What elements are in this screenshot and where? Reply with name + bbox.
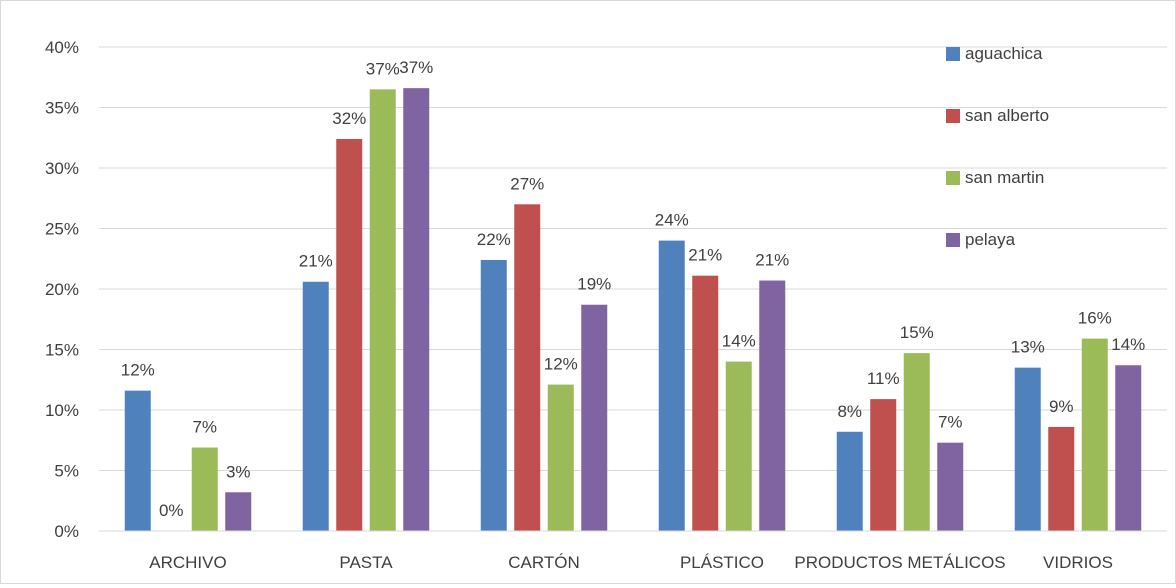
category-label: PLÁSTICO (680, 553, 764, 572)
data-label: 24% (655, 211, 689, 230)
category-label: PRODUCTOS METÁLICOS (794, 553, 1005, 572)
data-label: 0% (159, 501, 184, 520)
y-tick-label: 15% (45, 341, 79, 360)
data-label: 14% (1111, 335, 1145, 354)
data-label: 22% (477, 230, 511, 249)
y-tick-label: 20% (45, 280, 79, 299)
y-tick-label: 40% (45, 38, 79, 57)
data-label: 12% (544, 355, 578, 374)
legend-label: san alberto (965, 106, 1049, 125)
data-label: 12% (121, 361, 155, 380)
data-label: 21% (755, 251, 789, 270)
data-label: 11% (867, 369, 900, 388)
data-label: 8% (837, 402, 862, 421)
legend-label: san martin (965, 168, 1044, 187)
y-tick-label: 0% (54, 522, 79, 541)
category-label: VIDRIOS (1043, 553, 1113, 572)
bar-pelaya (403, 88, 430, 531)
data-label: 21% (299, 252, 333, 271)
bar-san-martin (903, 353, 930, 531)
bar-san-alberto (870, 399, 897, 531)
y-tick-label: 30% (45, 159, 79, 178)
bar-san-alberto (692, 275, 719, 531)
data-labels: 12% 0% 7% 3% 21% 32% 37% 37% 22% 27% 12% 19% 24% 21% 1… (121, 58, 1146, 520)
data-label: 13% (1011, 338, 1045, 357)
category-label: ARCHIVO (149, 553, 226, 572)
bar-aguachica (124, 390, 151, 531)
bar-san-martin (1081, 338, 1108, 531)
data-label: 27% (510, 174, 544, 193)
y-tick-label: 25% (45, 220, 79, 239)
bar-san-martin (725, 361, 752, 531)
bar-aguachica (658, 240, 685, 531)
data-label: 16% (1078, 309, 1112, 328)
data-label: 15% (900, 323, 934, 342)
data-label: 19% (577, 275, 611, 294)
bar-pelaya (225, 492, 252, 531)
bar-san-martin (191, 447, 218, 531)
bar-san-alberto (514, 204, 541, 532)
category-label: CARTÓN (508, 553, 579, 572)
bar-san-martin (547, 384, 574, 531)
data-label: 7% (938, 413, 963, 432)
legend-swatch (946, 47, 960, 61)
data-label: 32% (332, 109, 366, 128)
legend-swatch (946, 171, 960, 185)
data-label: 14% (722, 332, 756, 351)
legend: aguachica san alberto san martin pelaya (946, 44, 1049, 249)
y-tick-label: 35% (45, 99, 79, 118)
bar-aguachica (302, 281, 329, 531)
bar-pelaya (759, 280, 786, 531)
data-label: 21% (688, 246, 722, 265)
legend-label: aguachica (965, 44, 1043, 63)
data-label: 7% (192, 418, 217, 437)
y-tick-label: 5% (54, 462, 79, 481)
data-label: 3% (226, 462, 251, 481)
gridlines (99, 46, 1167, 532)
legend-label: pelaya (965, 230, 1016, 249)
bar-san-alberto (1048, 426, 1075, 531)
bar-san-martin (369, 89, 396, 531)
bar-pelaya (937, 442, 964, 531)
legend-swatch (946, 109, 960, 123)
bar-aguachica (1014, 367, 1041, 531)
bar-san-alberto (336, 138, 363, 531)
x-axis: ARCHIVO PASTA CARTÓN PLÁSTICO PRODUCTOS METÁ… (99, 530, 1167, 572)
data-label: 9% (1049, 397, 1074, 416)
data-label: 37% (366, 59, 400, 78)
y-tick-label: 10% (45, 401, 79, 420)
bars (124, 88, 1142, 532)
y-axis: 0% 5% 10% 15% 20% 25% 30% 35% 40% (45, 38, 79, 541)
bar-aguachica (480, 259, 507, 531)
legend-swatch (946, 233, 960, 247)
bar-pelaya (1115, 365, 1142, 531)
bar-aguachica (836, 431, 863, 531)
data-label: 37% (399, 58, 433, 77)
category-label: PASTA (339, 553, 393, 572)
bar-pelaya (581, 304, 608, 531)
